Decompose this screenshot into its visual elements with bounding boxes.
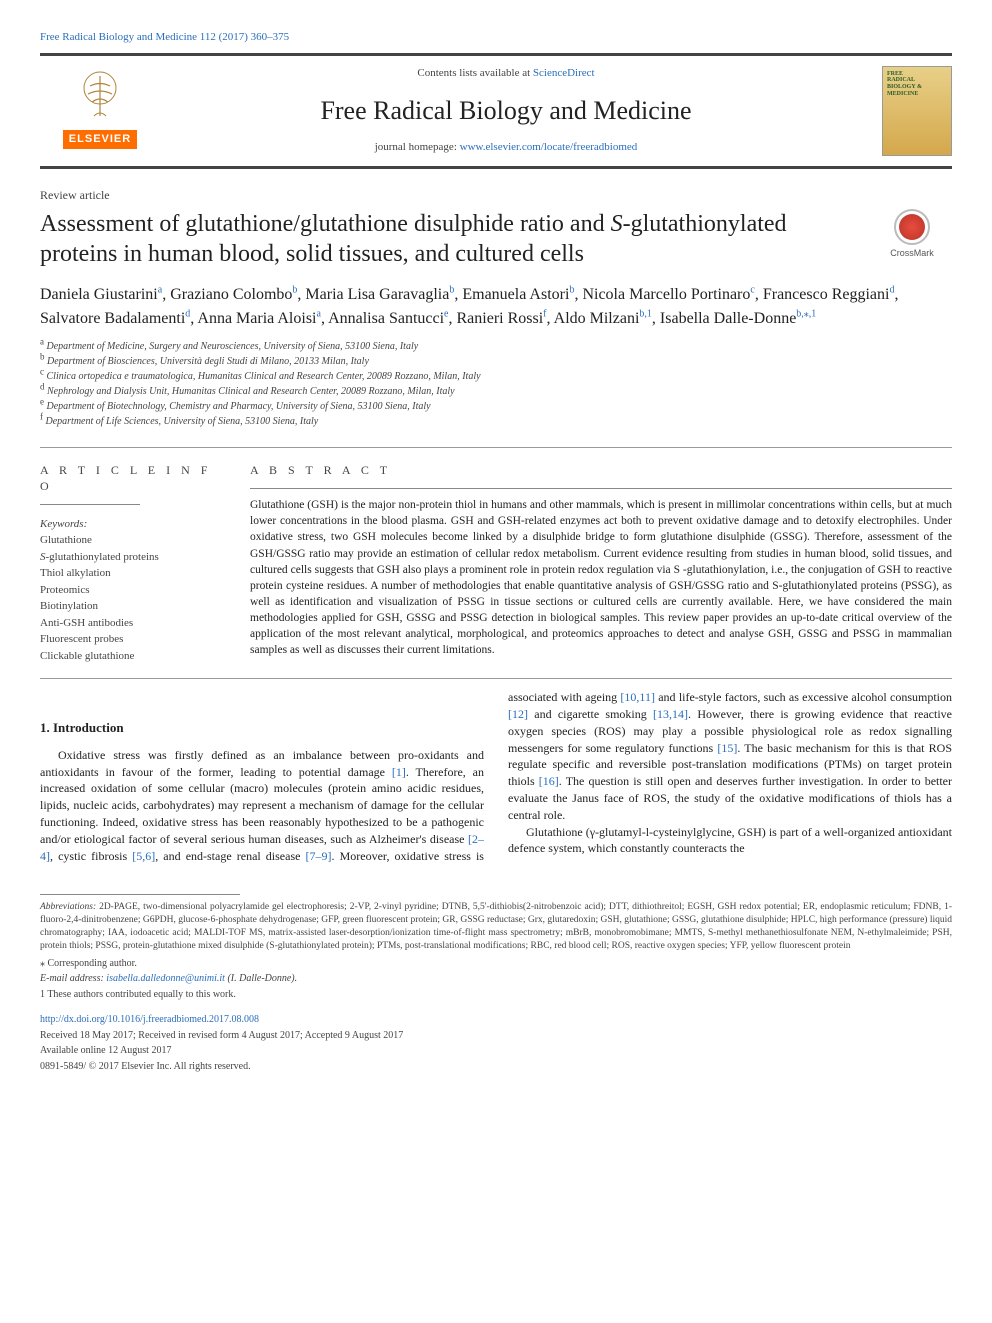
- keyword-item: Thiol alkylation: [40, 565, 230, 582]
- info-abstract-row: A R T I C L E I N F O Keywords: Glutathi…: [40, 462, 952, 679]
- homepage-pre: journal homepage:: [375, 141, 460, 153]
- ref-1[interactable]: [1]: [392, 765, 406, 779]
- journal-title: Free Radical Biology and Medicine: [160, 93, 852, 128]
- rule-above-info: [40, 447, 952, 448]
- corresponding-email-link[interactable]: isabella.dalledonne@unimi.it: [106, 973, 225, 984]
- available-online: Available online 12 August 2017: [40, 1044, 952, 1058]
- affiliation-b: b Department of Biosciences, Università …: [40, 354, 952, 369]
- article-type: Review article: [40, 187, 952, 203]
- doi-link[interactable]: http://dx.doi.org/10.1016/j.freeradbiome…: [40, 1014, 259, 1025]
- contents-line-pre: Contents lists available at: [417, 67, 532, 79]
- keyword-item: Fluorescent probes: [40, 631, 230, 648]
- copyright-line: 0891-5849/ © 2017 Elsevier Inc. All righ…: [40, 1060, 952, 1074]
- running-head-link[interactable]: Free Radical Biology and Medicine 112 (2…: [40, 30, 952, 45]
- keyword-item: Anti-GSH antibodies: [40, 615, 230, 632]
- ref-16[interactable]: [16]: [539, 774, 559, 788]
- abbreviations-label: Abbreviations:: [40, 902, 96, 912]
- affiliation-a: a Department of Medicine, Surgery and Ne…: [40, 339, 952, 354]
- crossmark-badge[interactable]: CrossMark: [872, 209, 952, 259]
- doi-link-line: http://dx.doi.org/10.1016/j.freeradbiome…: [40, 1013, 952, 1027]
- crossmark-icon: [894, 209, 930, 245]
- abstract-heading: A B S T R A C T: [250, 462, 952, 478]
- equal-contribution-note: 1 These authors contributed equally to t…: [40, 988, 952, 1002]
- elsevier-logo: ELSEVIER: [60, 66, 140, 156]
- email-label: E-mail address:: [40, 973, 106, 984]
- keyword-item: Biotinylation: [40, 598, 230, 615]
- ref-15[interactable]: [15]: [717, 741, 737, 755]
- email-line: E-mail address: isabella.dalledonne@unim…: [40, 972, 952, 986]
- keyword-item: Proteomics: [40, 582, 230, 599]
- affiliation-f: f Department of Life Sciences, Universit…: [40, 414, 952, 429]
- crossmark-label: CrossMark: [890, 247, 934, 259]
- ref-10-11[interactable]: [10,11]: [620, 690, 655, 704]
- abbreviations: Abbreviations: 2D-PAGE, two-dimensional …: [40, 901, 952, 952]
- ref-5-6[interactable]: [5,6]: [132, 849, 155, 863]
- rule-under-abstract-heading: [250, 488, 952, 489]
- title-row: Assessment of glutathione/glutathione di…: [40, 209, 952, 269]
- title-pre: Assessment of glutathione/glutathione di…: [40, 211, 611, 237]
- affiliation-e: e Department of Biotechnology, Chemistry…: [40, 399, 952, 414]
- corresponding-author: ⁎ Corresponding author.: [40, 957, 952, 971]
- received-dates: Received 18 May 2017; Received in revise…: [40, 1029, 952, 1043]
- section-1-heading: 1. Introduction: [40, 719, 484, 737]
- author-list: Daniela Giustarinia, Graziano Colombob, …: [40, 283, 952, 331]
- journal-cover-area: FREE RADICAL BIOLOGY & MEDICINE: [852, 66, 952, 156]
- elsevier-wordmark: ELSEVIER: [63, 130, 137, 149]
- abstract-text: Glutathione (GSH) is the major non-prote…: [250, 497, 952, 658]
- homepage-link[interactable]: www.elsevier.com/locate/freeradbiomed: [460, 141, 638, 153]
- rule-above-footer: [40, 894, 240, 895]
- journal-cover-text: FREE RADICAL BIOLOGY & MEDICINE: [887, 71, 922, 97]
- journal-header: ELSEVIER Contents lists available at Sci…: [40, 56, 952, 169]
- contents-list-line: Contents lists available at ScienceDirec…: [160, 66, 852, 81]
- title-italic: S: [611, 211, 623, 237]
- publisher-logo-area: ELSEVIER: [40, 66, 160, 156]
- keyword-item: Glutathione: [40, 532, 230, 549]
- affiliation-c: c Clinica ortopedica e traumatologica, H…: [40, 369, 952, 384]
- affiliations: a Department of Medicine, Surgery and Ne…: [40, 339, 952, 429]
- rule-under-info-heading: [40, 504, 140, 505]
- keywords-list: GlutathioneS-glutathionylated proteinsTh…: [40, 532, 230, 664]
- body-paragraph-2: Glutathione (γ-glutamyl-l-cysteinylglyci…: [508, 824, 952, 858]
- keyword-item: S-glutathionylated proteins: [40, 549, 230, 566]
- article-info-heading: A R T I C L E I N F O: [40, 462, 230, 494]
- homepage-line: journal homepage: www.elsevier.com/locat…: [160, 140, 852, 155]
- journal-cover-thumbnail: FREE RADICAL BIOLOGY & MEDICINE: [882, 66, 952, 156]
- body-columns: 1. Introduction Oxidative stress was fir…: [40, 689, 952, 864]
- sciencedirect-link[interactable]: ScienceDirect: [533, 67, 595, 79]
- elsevier-tree-icon: [70, 66, 130, 126]
- ref-13-14[interactable]: [13,14]: [653, 707, 688, 721]
- email-paren: (I. Dalle-Donne).: [225, 973, 297, 984]
- article-title: Assessment of glutathione/glutathione di…: [40, 209, 852, 269]
- ref-12[interactable]: [12]: [508, 707, 528, 721]
- abbreviations-text: 2D-PAGE, two-dimensional polyacrylamide …: [40, 902, 952, 950]
- header-center: Contents lists available at ScienceDirec…: [160, 66, 852, 155]
- keywords-label: Keywords:: [40, 517, 230, 532]
- keyword-item: Clickable glutathione: [40, 648, 230, 665]
- article-info-column: A R T I C L E I N F O Keywords: Glutathi…: [40, 462, 250, 664]
- ref-7-9[interactable]: [7–9]: [306, 849, 332, 863]
- affiliation-d: d Nephrology and Dialysis Unit, Humanita…: [40, 384, 952, 399]
- abstract-column: A B S T R A C T Glutathione (GSH) is the…: [250, 462, 952, 664]
